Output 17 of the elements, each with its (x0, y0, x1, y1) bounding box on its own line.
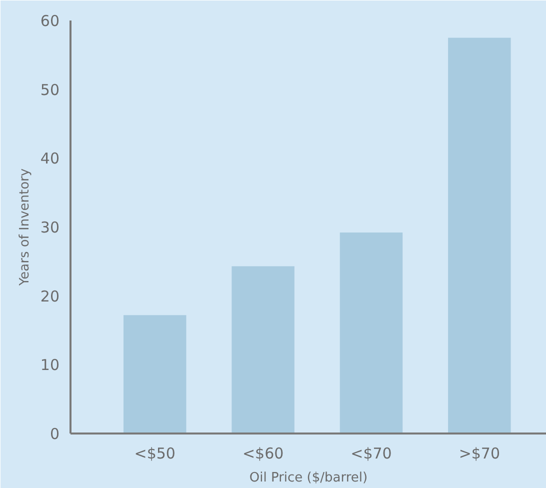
y-tick-label: 0 (50, 425, 60, 443)
bar (124, 315, 186, 434)
x-tick-label: <$70 (350, 444, 392, 462)
y-tick-label: 30 (40, 218, 60, 236)
x-tick-label: <$60 (242, 444, 284, 462)
y-tick-label: 10 (40, 356, 60, 374)
x-tick-label: >$70 (458, 444, 500, 462)
y-tick-label: 50 (40, 80, 60, 99)
y-tick-label: 20 (40, 287, 60, 306)
y-axis-title: Years of Inventory (17, 168, 32, 287)
y-tick-label: 40 (40, 150, 60, 168)
bar (340, 232, 403, 434)
x-tick-label: <$50 (134, 444, 176, 462)
bar (232, 266, 294, 434)
bar (448, 38, 511, 434)
x-axis-title: Oil Price ($/barrel) (249, 470, 368, 486)
y-tick-label: 60 (40, 12, 60, 30)
